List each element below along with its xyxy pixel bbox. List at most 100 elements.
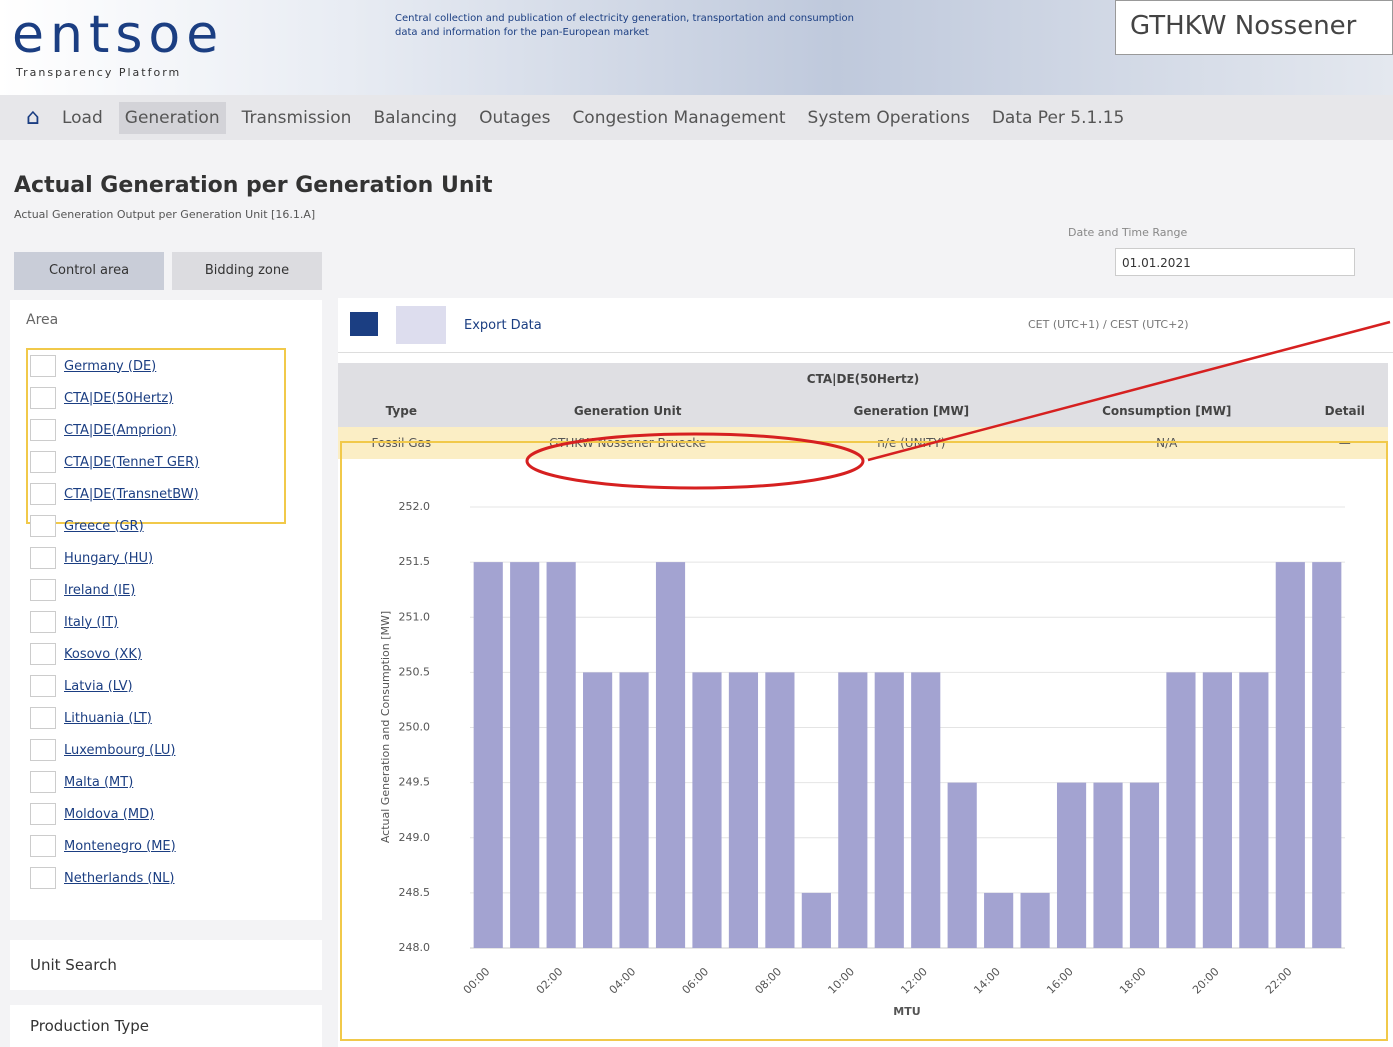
x-tick-label: 16:00: [1044, 965, 1076, 997]
area-label[interactable]: Greece (GR): [64, 519, 144, 534]
checkbox[interactable]: [30, 707, 56, 729]
area-label[interactable]: Luxembourg (LU): [64, 743, 175, 758]
area-item[interactable]: Greece (GR): [30, 510, 199, 542]
area-item[interactable]: Latvia (LV): [30, 670, 199, 702]
page: entsoe Transparency Platform Central col…: [0, 0, 1393, 1047]
tab[interactable]: Bidding zone: [172, 252, 322, 290]
area-item[interactable]: Italy (IT): [30, 606, 199, 638]
checkbox[interactable]: [30, 355, 56, 377]
area-label[interactable]: Italy (IT): [64, 615, 118, 630]
bar: [948, 783, 977, 948]
area-item[interactable]: Kosovo (XK): [30, 638, 199, 670]
area-label[interactable]: CTA|DE(TenneT GER): [64, 455, 199, 470]
area-label[interactable]: Ireland (IE): [64, 583, 135, 598]
area-label[interactable]: Latvia (LV): [64, 679, 133, 694]
nav-item[interactable]: Data Per 5.1.15: [986, 102, 1131, 134]
area-label[interactable]: Germany (DE): [64, 359, 156, 374]
export-button[interactable]: Export Data: [464, 318, 542, 333]
area-label[interactable]: Kosovo (XK): [64, 647, 142, 662]
area-item[interactable]: Ireland (IE): [30, 574, 199, 606]
area-label[interactable]: Montenegro (ME): [64, 839, 176, 854]
area-list: Germany (DE) CTA|DE(50Hertz) CTA|DE(Amprio…: [30, 350, 199, 894]
area-item[interactable]: CTA|DE(50Hertz): [30, 382, 199, 414]
checkbox[interactable]: [30, 835, 56, 857]
bar: [802, 893, 831, 948]
x-tick-label: 14:00: [971, 965, 1003, 997]
date-input[interactable]: 01.01.2021: [1115, 248, 1355, 276]
bar: [583, 672, 612, 948]
area-item[interactable]: Hungary (HU): [30, 542, 199, 574]
area-item[interactable]: Netherlands (NL): [30, 862, 199, 894]
checkbox[interactable]: [30, 451, 56, 473]
checkbox[interactable]: [30, 675, 56, 697]
timezone: CET (UTC+1) / CEST (UTC+2): [1028, 318, 1189, 331]
bar: [984, 893, 1013, 948]
area-item[interactable]: Montenegro (ME): [30, 830, 199, 862]
bar: [474, 562, 503, 948]
y-tick-label: 251.5: [399, 555, 431, 568]
area-label[interactable]: Malta (MT): [64, 775, 133, 790]
checkbox[interactable]: [30, 419, 56, 441]
checkbox[interactable]: [30, 771, 56, 793]
checkbox[interactable]: [30, 579, 56, 601]
y-tick-label: 248.0: [399, 941, 431, 954]
x-tick-label: 08:00: [753, 965, 785, 997]
area-item[interactable]: Moldova (MD): [30, 798, 199, 830]
callout: GTHKW Nossener: [1115, 0, 1393, 55]
y-tick-label: 248.5: [399, 886, 431, 899]
area-item[interactable]: Malta (MT): [30, 766, 199, 798]
nav-item[interactable]: Generation: [119, 102, 226, 134]
x-tick-label: 20:00: [1190, 965, 1222, 997]
area-label[interactable]: Hungary (HU): [64, 551, 153, 566]
nav-item[interactable]: Transmission: [236, 102, 358, 134]
x-tick-label: 10:00: [825, 965, 857, 997]
section[interactable]: Production Type: [10, 1005, 322, 1047]
area-item[interactable]: CTA|DE(Amprion): [30, 414, 199, 446]
area-item[interactable]: CTA|DE(TenneT GER): [30, 446, 199, 478]
nav-item[interactable]: Balancing: [367, 102, 463, 134]
column-header: Type: [338, 395, 465, 427]
nav-item[interactable]: Load: [56, 102, 109, 134]
area-label[interactable]: CTA|DE(50Hertz): [64, 391, 173, 406]
checkbox[interactable]: [30, 483, 56, 505]
bar: [765, 672, 794, 948]
nav-bar: ⌂ Load Generation Transmission Balancing Outa…: [0, 95, 1393, 140]
x-axis-label: MTU: [893, 1005, 920, 1018]
area-item[interactable]: Germany (DE): [30, 350, 199, 382]
area-label[interactable]: Moldova (MD): [64, 807, 154, 822]
y-tick-label: 252.0: [399, 500, 431, 513]
area-item[interactable]: CTA|DE(TransnetBW): [30, 478, 199, 510]
table-icon[interactable]: [350, 312, 378, 336]
x-tick-label: 06:00: [680, 965, 712, 997]
bar: [656, 562, 685, 948]
checkbox[interactable]: [30, 387, 56, 409]
column-header: Consumption [MW]: [1032, 395, 1301, 427]
checkbox[interactable]: [30, 515, 56, 537]
bar: [510, 562, 539, 948]
nav-item[interactable]: Outages: [473, 102, 556, 134]
area-label[interactable]: Lithuania (LT): [64, 711, 152, 726]
area-label[interactable]: CTA|DE(TransnetBW): [64, 487, 199, 502]
checkbox[interactable]: [30, 643, 56, 665]
bar: [729, 672, 758, 948]
checkbox[interactable]: [30, 739, 56, 761]
bar: [547, 562, 576, 948]
nav-item[interactable]: Congestion Management: [566, 102, 791, 134]
area-item[interactable]: Luxembourg (LU): [30, 734, 199, 766]
checkbox[interactable]: [30, 867, 56, 889]
checkbox[interactable]: [30, 803, 56, 825]
date-label: Date and Time Range: [1068, 226, 1187, 239]
tab[interactable]: Control area: [14, 252, 164, 290]
sidebar: Area Germany (DE)CTA|DE(50Hertz)CTA|DE(A…: [10, 300, 322, 920]
area-label[interactable]: CTA|DE(Amprion): [64, 423, 177, 438]
nav-item[interactable]: System Operations: [802, 102, 976, 134]
header: entsoe Transparency Platform Central col…: [0, 0, 1393, 95]
area-item[interactable]: Lithuania (LT): [30, 702, 199, 734]
checkbox[interactable]: [30, 547, 56, 569]
area-label[interactable]: Netherlands (NL): [64, 871, 175, 886]
home-icon[interactable]: ⌂: [20, 99, 46, 136]
section[interactable]: Unit Search: [10, 940, 322, 990]
checkbox[interactable]: [30, 611, 56, 633]
chart-icon[interactable]: [396, 306, 446, 344]
logo[interactable]: entsoe: [12, 5, 224, 65]
